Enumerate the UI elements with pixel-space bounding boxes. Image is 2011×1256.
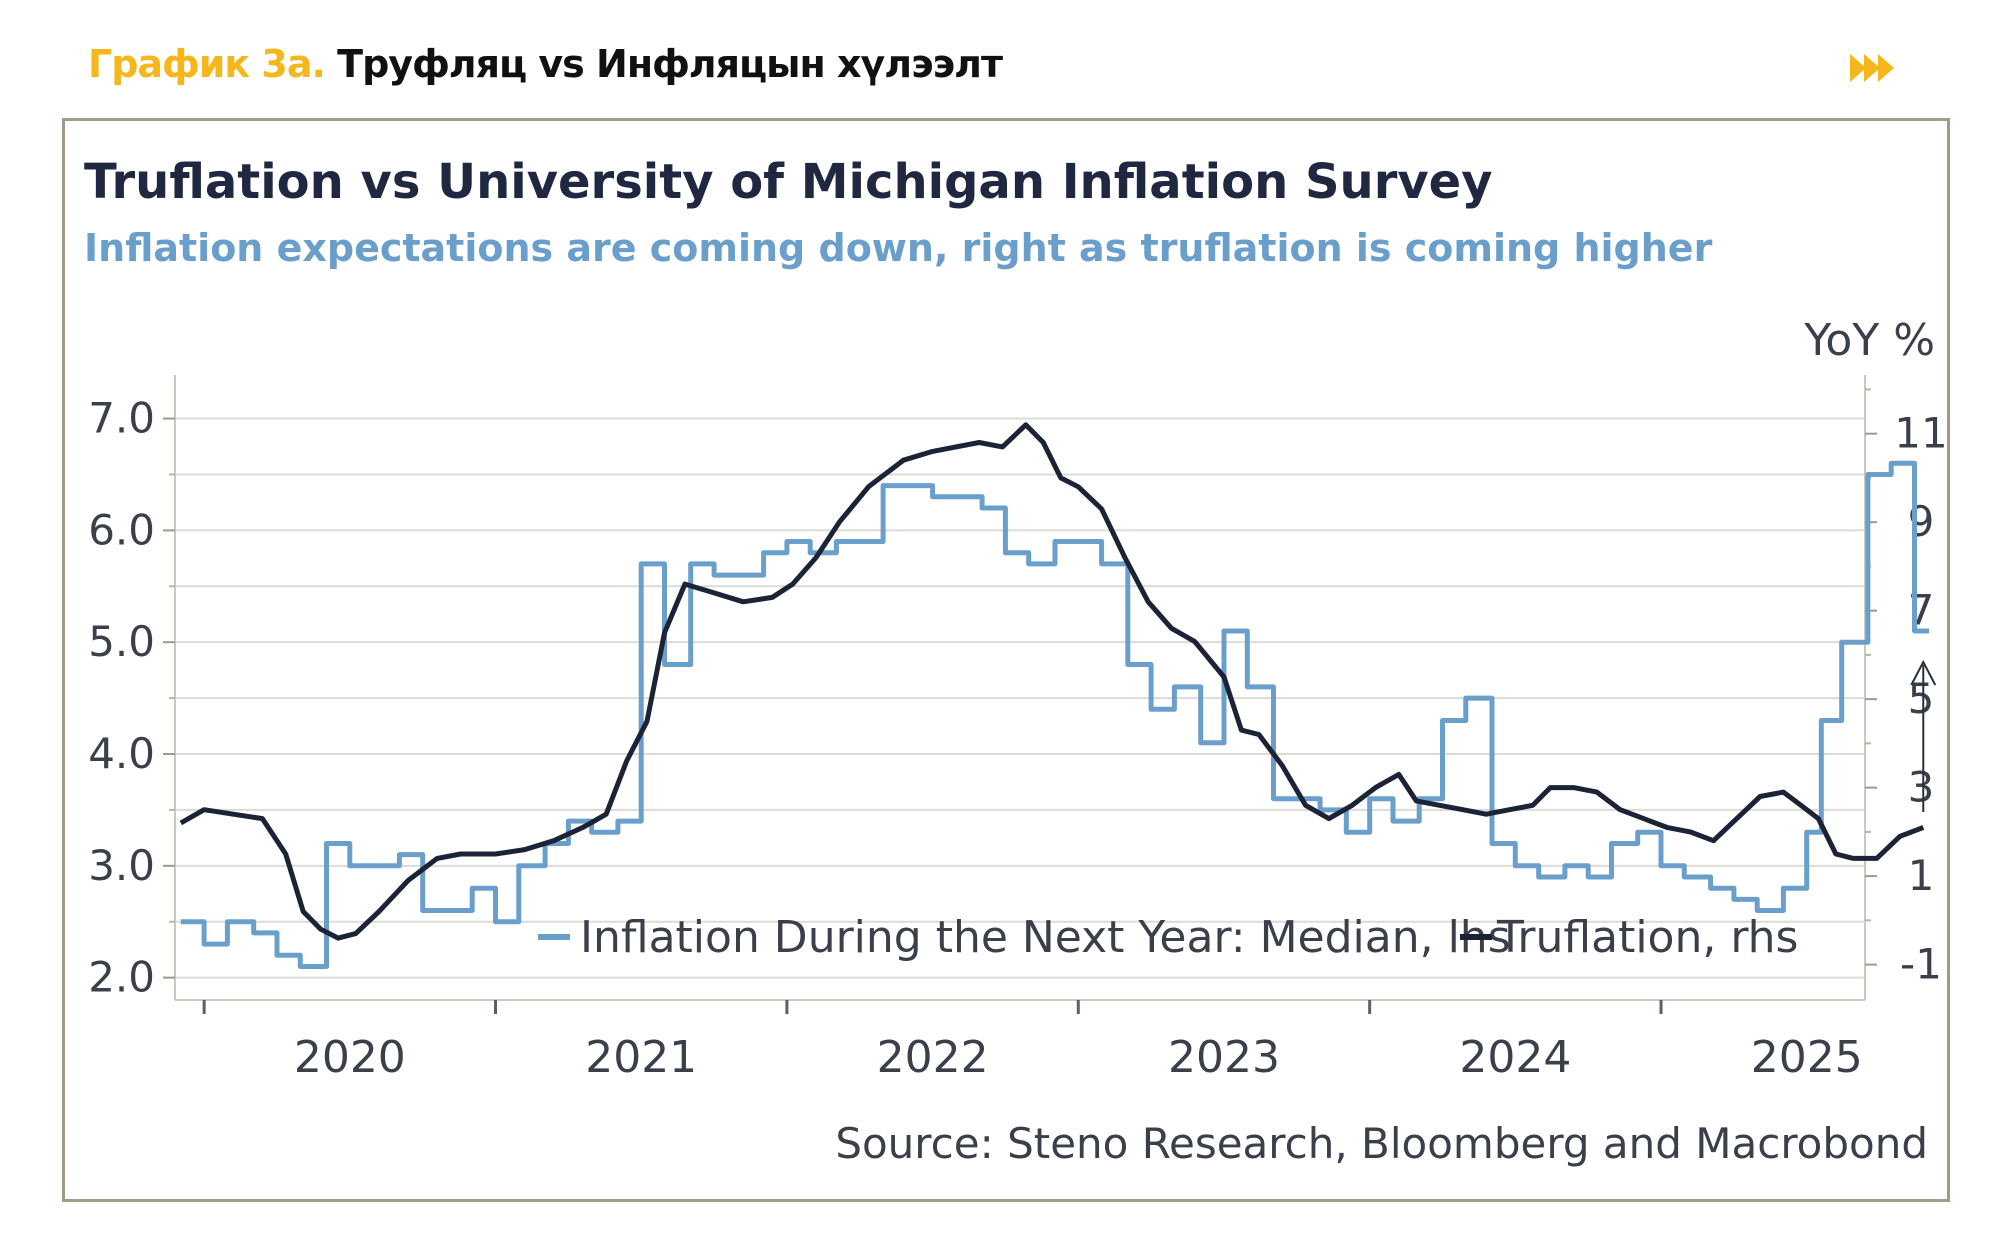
y-right-tick-label: -1 bbox=[1900, 940, 1942, 989]
chart-source: Source: Steno Research, Bloomberg and Ma… bbox=[835, 1119, 1928, 1168]
x-tick-label: 2024 bbox=[1459, 1032, 1571, 1083]
y-left-tick-label: 3.0 bbox=[88, 841, 155, 890]
legend-label-truflation: Truflation, rhs bbox=[1496, 912, 1798, 963]
y-right-tick-label: 5 bbox=[1908, 674, 1935, 723]
y-left-tick-label: 6.0 bbox=[88, 505, 155, 554]
double-chevron-right-icon[interactable] bbox=[1850, 52, 1896, 84]
figure-caption: График 3а. Труфляц vs Инфляцын хүлээлт bbox=[88, 42, 1003, 86]
y-right-tick-label: 7 bbox=[1908, 586, 1935, 635]
x-tick-label: 2022 bbox=[877, 1032, 989, 1083]
chart-frame bbox=[62, 118, 1950, 1202]
series-line-truflation bbox=[179, 422, 1925, 941]
x-tick-label: 2020 bbox=[294, 1032, 406, 1083]
series-line-inflation-expectations bbox=[180, 460, 1930, 969]
y-right-unit-label: YoY % bbox=[1803, 315, 1935, 366]
y-left-tick-label: 2.0 bbox=[88, 953, 155, 1002]
up-arrow-icon bbox=[1910, 659, 1937, 686]
x-tick-label: 2021 bbox=[585, 1032, 697, 1083]
y-left-tick-label: 4.0 bbox=[88, 729, 155, 778]
chart-title: Truflation vs University of Michigan Inf… bbox=[84, 154, 1493, 210]
x-tick-label: 2025 bbox=[1751, 1032, 1863, 1083]
chart-subtitle: Inflation expectations are coming down, … bbox=[84, 226, 1713, 270]
caption-text: Труфляц vs Инфляцын хүлээлт bbox=[337, 42, 1003, 86]
y-right-tick-label: 11 bbox=[1894, 409, 1947, 458]
y-left-tick-label: 7.0 bbox=[88, 394, 155, 443]
caption-lead: График 3а. bbox=[88, 42, 326, 86]
y-left-tick-label: 5.0 bbox=[88, 617, 155, 666]
y-right-tick-label: 9 bbox=[1908, 497, 1935, 546]
y-right-tick-label: 1 bbox=[1908, 851, 1935, 900]
x-tick-label: 2023 bbox=[1168, 1032, 1280, 1083]
y-right-tick-label: 3 bbox=[1908, 763, 1935, 812]
legend-label-inflation: Inflation During the Next Year: Median, … bbox=[580, 912, 1511, 963]
